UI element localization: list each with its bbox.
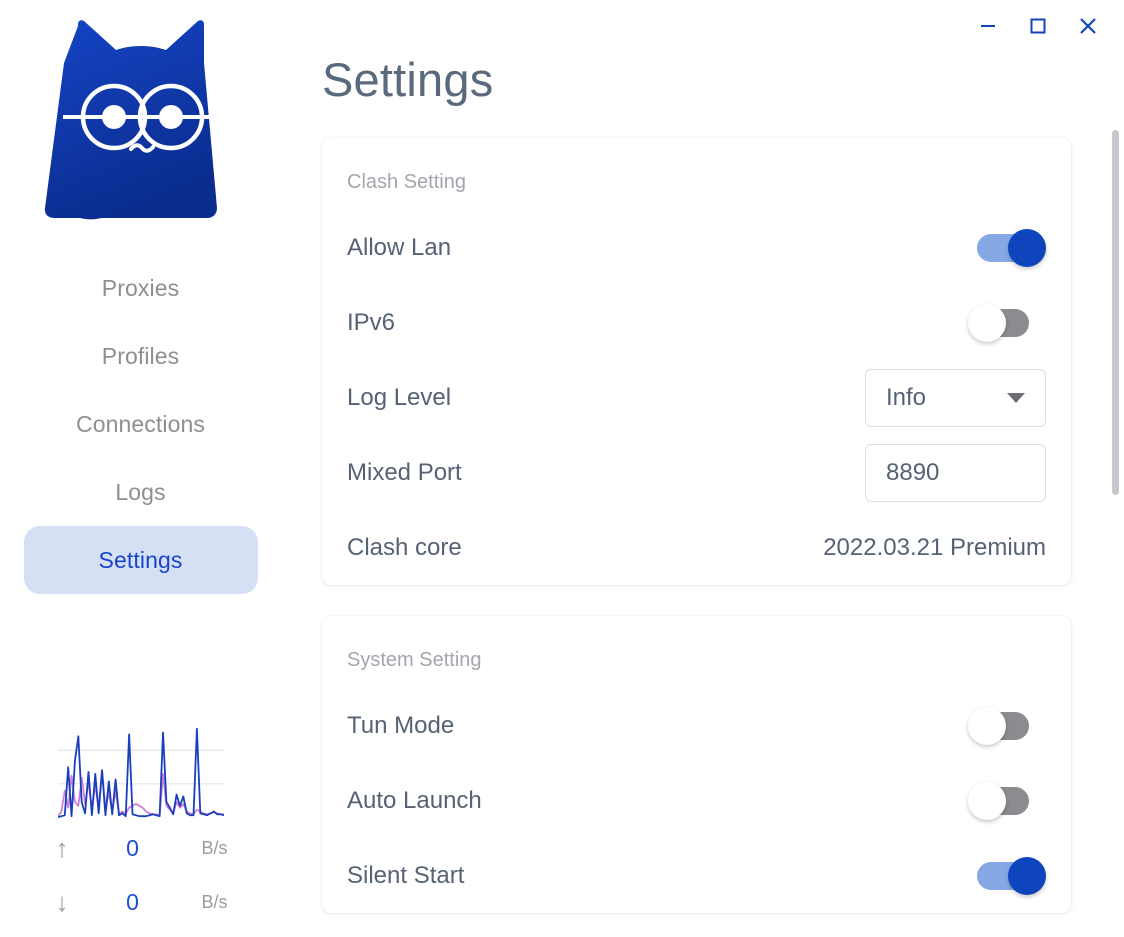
setting-row-auto-launch: Auto Launch (347, 763, 1046, 838)
setting-label: Clash core (347, 533, 462, 561)
download-speed-value: 0 (126, 888, 139, 915)
sidebar-item-logs[interactable]: Logs (24, 458, 258, 526)
arrow-up-icon: ↑ (55, 833, 69, 863)
sidebar-nav: Proxies Profiles Connections Logs Settin… (0, 254, 281, 594)
setting-row-tun-mode: Tun Mode (347, 688, 1046, 763)
sidebar-item-label: Logs (115, 478, 166, 505)
setting-row-silent-start: Silent Start (347, 838, 1046, 913)
sidebar-item-profiles[interactable]: Profiles (24, 322, 258, 390)
silent-start-toggle[interactable] (968, 856, 1046, 896)
clash-verge-cat-logo (41, 18, 241, 224)
setting-label: Allow Lan (347, 233, 452, 261)
card-title: System Setting (347, 649, 482, 671)
sidebar-item-label: Connections (76, 410, 205, 437)
card-title: Clash Setting (347, 171, 466, 193)
ipv6-toggle[interactable] (968, 303, 1046, 343)
setting-label: Auto Launch (347, 786, 482, 814)
setting-label: IPv6 (347, 308, 396, 336)
close-icon[interactable] (1074, 12, 1102, 40)
sidebar-item-label: Profiles (101, 342, 180, 369)
tun-mode-toggle[interactable] (968, 706, 1046, 746)
setting-label: Log Level (347, 383, 452, 411)
minimize-icon[interactable] (974, 12, 1002, 40)
sidebar-item-proxies[interactable]: Proxies (24, 254, 258, 322)
upload-stat-row: ↑ 0 B/s (48, 821, 234, 875)
sidebar-item-label: Proxies (101, 274, 180, 301)
setting-label: Mixed Port (347, 458, 462, 486)
setting-row-allow-lan: Allow Lan (347, 210, 1046, 285)
clash-setting-card: Clash Setting Allow Lan IPv6 (322, 138, 1071, 585)
setting-row-log-level: Log Level Info (347, 360, 1046, 435)
page-title: Settings (322, 53, 494, 106)
auto-launch-toggle[interactable] (968, 781, 1046, 821)
sidebar-item-connections[interactable]: Connections (24, 390, 258, 458)
upload-speed-unit: B/s (201, 837, 228, 858)
setting-row-ipv6: IPv6 (347, 285, 1046, 360)
titlebar (924, 0, 1124, 52)
chevron-down-icon (1007, 392, 1025, 403)
upload-speed-value: 0 (126, 834, 139, 861)
toggle-thumb (968, 781, 1006, 820)
vertical-scrollbar-thumb[interactable] (1112, 130, 1119, 495)
setting-label: Silent Start (347, 861, 465, 889)
log-level-value: Info (886, 383, 927, 411)
mixed-port-input[interactable]: 8890 (865, 443, 1046, 502)
sidebar-item-label: Settings (98, 546, 183, 573)
arrow-down-icon: ↓ (55, 887, 69, 917)
toggle-thumb (1008, 228, 1046, 267)
system-setting-card: System Setting Tun Mode Auto Launch (322, 616, 1071, 913)
setting-row-clash-core: Clash core 2022.03.21 Premium (347, 510, 1046, 585)
download-stat-row: ↓ 0 B/s (48, 875, 234, 929)
main-content: Settings Clash Setting Allow Lan IPv6 (281, 0, 1124, 937)
allow-lan-toggle[interactable] (968, 228, 1046, 268)
traffic-panel: ↑ 0 B/s ↓ 0 B/s (0, 723, 281, 929)
download-speed-unit: B/s (201, 891, 228, 912)
sidebar: Proxies Profiles Connections Logs Settin… (0, 0, 281, 937)
log-level-select[interactable]: Info (865, 368, 1046, 427)
setting-row-mixed-port: Mixed Port 8890 (347, 435, 1046, 510)
mixed-port-value: 8890 (886, 458, 940, 486)
setting-label: Tun Mode (347, 711, 455, 739)
maximize-icon[interactable] (1024, 12, 1052, 40)
toggle-thumb (1008, 856, 1046, 895)
toggle-thumb (968, 706, 1006, 745)
toggle-thumb (968, 303, 1006, 342)
sidebar-item-settings[interactable]: Settings (23, 526, 258, 594)
settings-scroll-area[interactable]: Clash Setting Allow Lan IPv6 (322, 138, 1124, 931)
traffic-chart (57, 723, 224, 821)
clash-core-version: 2022.03.21 Premium (823, 533, 1046, 561)
